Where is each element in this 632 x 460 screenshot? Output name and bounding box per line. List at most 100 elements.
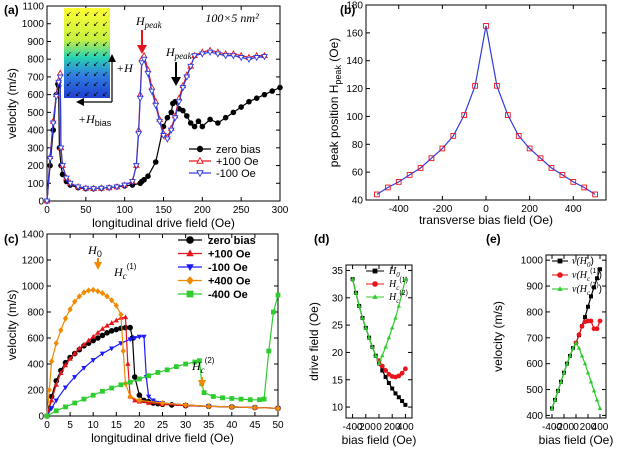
data-point — [393, 391, 398, 396]
data-point — [402, 366, 408, 372]
legend-marker — [557, 258, 563, 264]
data-point — [594, 326, 600, 332]
data-point — [118, 382, 124, 388]
data-point — [257, 397, 262, 403]
legend-label: -100 Oe — [216, 168, 256, 180]
x-tick-label: 35 — [203, 420, 215, 431]
y-tick-label: 0 — [38, 197, 44, 208]
hpeak-label-1: Hpeak — [135, 14, 163, 30]
inset-arrow-icon: ↙ — [75, 21, 81, 28]
data-point — [129, 179, 136, 186]
data-point — [592, 285, 596, 290]
data-point — [97, 185, 105, 193]
data-point — [396, 373, 402, 379]
data-point — [199, 123, 206, 130]
data-point — [195, 118, 202, 125]
legend-label-part: (1) — [399, 277, 408, 284]
data-point — [58, 327, 64, 334]
data-point — [350, 276, 355, 281]
series-line — [46, 81, 281, 202]
data-point — [95, 288, 101, 295]
data-point — [81, 365, 87, 371]
data-point — [192, 359, 198, 365]
data-point — [95, 335, 101, 341]
data-point — [120, 347, 126, 355]
data-point — [472, 82, 478, 89]
data-point — [72, 298, 78, 305]
data-point — [179, 85, 187, 92]
inset-arrow-icon: ↙ — [84, 81, 90, 88]
data-point — [229, 396, 235, 401]
inset-arrow-icon: ↙ — [93, 71, 99, 78]
data-point — [494, 82, 500, 89]
data-point — [48, 406, 55, 412]
x-tick-label: 300 — [272, 205, 289, 216]
data-point — [136, 95, 144, 102]
data-point — [222, 53, 230, 60]
data-point — [376, 360, 382, 365]
legend-label: Hc(2) — [388, 290, 408, 305]
data-point — [390, 386, 395, 391]
legend-label: v(Hc(2)) — [572, 282, 602, 297]
y-tick-label: 10 — [332, 403, 344, 414]
data-point — [184, 113, 190, 119]
x-tick-label: 25 — [157, 420, 169, 431]
hc2-label-part: (2) — [205, 356, 215, 365]
inset-arrow-icon: ↙ — [102, 51, 108, 58]
y-tick-label: 200 — [27, 386, 44, 397]
inset-arrow-icon: ↙ — [102, 61, 108, 68]
data-point — [137, 376, 142, 382]
data-point — [384, 184, 391, 191]
inset-arrow-icon: ↙ — [66, 21, 72, 28]
data-point — [145, 173, 151, 179]
data-point — [504, 112, 511, 118]
legend-marker — [186, 236, 194, 244]
data-point — [383, 368, 389, 373]
x-tick-label: 150 — [155, 205, 172, 216]
x-tick-label: -200 — [356, 422, 376, 433]
x-tick-label: 5 — [67, 420, 73, 431]
data-point — [141, 334, 147, 340]
inset-arrow-icon: ↙ — [93, 41, 99, 48]
inset-arrow-icon: ↙ — [84, 51, 90, 58]
legend-label: zero bias — [216, 144, 261, 156]
data-point — [72, 350, 78, 356]
data-point — [146, 394, 152, 400]
data-point — [581, 184, 588, 191]
data-point — [159, 399, 166, 407]
data-point — [253, 95, 260, 101]
data-point — [197, 358, 202, 364]
x-tick-label: 400 — [592, 422, 609, 433]
x-tick-label: 250 — [233, 205, 250, 216]
data-point — [266, 348, 272, 354]
data-point — [253, 55, 261, 62]
data-point — [363, 325, 368, 330]
y-tick-label: 600 — [27, 90, 44, 101]
data-point — [136, 397, 143, 404]
legend-label-part: H — [388, 292, 397, 303]
data-point — [90, 392, 96, 398]
y-axis-label-part: peak — [333, 65, 343, 85]
legend-label-part: c — [396, 297, 400, 305]
legend-label-part: 0 — [587, 261, 591, 269]
data-point — [99, 332, 106, 339]
data-point — [582, 361, 588, 366]
series-line — [376, 25, 596, 195]
hc2-label-part: H — [191, 359, 202, 373]
y-tick-label: 100 — [346, 112, 363, 123]
data-point — [594, 397, 600, 402]
y-tick-label: 900 — [27, 37, 44, 48]
data-point — [109, 297, 115, 304]
data-point — [63, 404, 68, 410]
data-point — [141, 176, 147, 183]
data-point — [76, 293, 82, 300]
y-tick-label: 25 — [332, 321, 344, 332]
data-point — [579, 323, 585, 329]
panel-label: (a) — [4, 3, 19, 17]
size-annotation: 100×5 nm² — [205, 11, 259, 25]
data-point — [269, 88, 276, 94]
data-point — [588, 379, 594, 384]
hpeak-label-2-part: peak — [174, 51, 193, 61]
data-point — [76, 345, 82, 351]
plus-h-arrowhead — [108, 54, 116, 62]
